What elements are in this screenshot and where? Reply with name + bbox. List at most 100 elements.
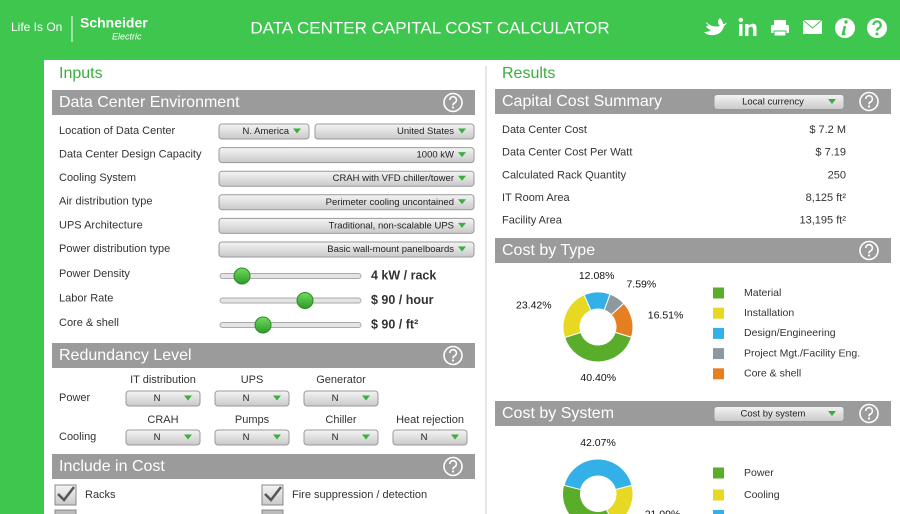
summary-value: 13,195 ft² [800,215,847,227]
section-title: Cost by Type [502,242,595,259]
dropdown[interactable]: Perimeter cooling uncontained [218,194,475,211]
dropdown-value: N. America [243,126,290,137]
help-glyph [864,406,874,417]
summary-label: IT Room Area [502,192,571,204]
dropdown[interactable]: N [125,390,201,407]
slider[interactable] [219,316,362,334]
slider-label: Labor Rate [59,292,113,304]
help-button[interactable] [859,240,879,261]
twitter-icon[interactable] [704,18,727,36]
section-title: Redundancy Level [59,347,192,364]
dropdown-box [125,390,201,407]
dropdown-box [218,217,475,234]
help-dot [867,105,871,108]
field-label: Air distribution type [59,196,153,208]
help-dot [451,359,455,362]
dropdown-value: Basic wall-mount panelboards [327,244,454,255]
legend-swatch [713,327,724,339]
legend-swatch [713,489,724,501]
dropdown-arrow [458,128,466,134]
dropdown-arrow [362,395,370,401]
dropdown-arrow [458,152,466,158]
dropdown[interactable]: N [303,429,379,446]
slider-value: $ 90 / ft² [371,317,418,331]
legend-label: Cooling [744,489,780,501]
dropdown-arrow [828,99,836,104]
dropdown-box [214,429,290,446]
slider-knob [233,267,251,285]
legend-swatch [713,348,724,360]
help-button[interactable] [443,456,463,477]
dropdown[interactable]: N [303,390,379,407]
help-icon[interactable] [867,18,887,38]
dropdown[interactable]: N [214,390,290,407]
field-label: Location of Data Center [59,125,176,137]
legend-swatch [713,307,724,319]
donut-slice [610,302,634,338]
dropdown-box [218,123,310,140]
dropdown-arrow [451,434,459,440]
dropdown-value: N [421,432,428,443]
dropdown-box [218,147,475,164]
summary-label: Data Center Cost [502,124,587,136]
dropdown-box [392,429,468,446]
dropdown-value: Perimeter cooling uncontained [326,197,454,208]
checkbox[interactable] [54,484,77,514]
dropdown[interactable]: Traditional, non-scalable UPS [218,217,475,234]
dropdown[interactable]: Cost by system [713,406,845,422]
dropdown-box [314,123,475,140]
help-dot [867,254,871,257]
section-title: Capital Cost Summary [502,93,662,110]
print-icon[interactable] [771,20,789,37]
field-label: Cooling System [59,172,136,184]
linkedin-icon[interactable] [738,17,757,36]
donut-label: 12.08% [579,270,615,282]
dropdown[interactable]: N [214,429,290,446]
redundancy-column: Heat rejection [396,414,464,426]
dropdown-box [218,194,475,211]
summary-value: $ 7.2 M [809,124,846,136]
dropdown-box [218,241,475,258]
section-bar [495,238,891,263]
checkbox[interactable] [261,484,284,514]
dropdown[interactable]: Basic wall-mount panelboards [218,241,475,258]
dropdown-box [125,429,201,446]
section-bar [52,90,475,115]
brand: Schneider [80,15,148,31]
dropdown[interactable]: Local currency [713,94,845,110]
dropdown[interactable]: 1000 kW [218,147,475,164]
legend-label: Installation [744,307,794,319]
help-button[interactable] [859,91,879,112]
redundancy-label: Power [59,392,91,404]
dropdown-arrow [828,411,836,416]
tagline: Life Is On [11,20,62,34]
donut-label: 42.07% [580,437,616,449]
help-glyph [448,459,458,470]
dropdown[interactable]: N. America [218,123,310,140]
dropdown-value: N [332,432,339,443]
summary-label: Data Center Cost Per Watt [502,147,632,159]
dropdown-value: CRAH with VFD chiller/tower [333,173,454,184]
dropdown-value: Cost by system [741,409,806,420]
redundancy-column: Generator [316,374,366,386]
slider-track [219,297,362,304]
slider[interactable] [219,292,362,309]
header-icons [704,17,887,38]
legend-label: Power [744,467,774,479]
dropdown[interactable]: United States [314,123,475,140]
info-icon[interactable] [835,18,855,38]
dropdown[interactable]: CRAH with VFD chiller/tower [218,170,475,187]
dropdown[interactable]: N [125,429,201,446]
help-button[interactable] [859,403,879,424]
help-button[interactable] [443,345,463,366]
slider-knob [254,316,272,334]
mail-icon[interactable] [802,19,823,34]
dropdown[interactable]: N [392,429,468,446]
donut-label: 21.09% [645,508,681,514]
legend-swatch [713,287,724,299]
slider[interactable] [219,267,362,285]
help-button[interactable] [443,92,463,113]
brand-sub: Electric [112,31,142,41]
summary-value: 8,125 ft² [806,192,847,204]
results-heading: Results [502,65,555,82]
